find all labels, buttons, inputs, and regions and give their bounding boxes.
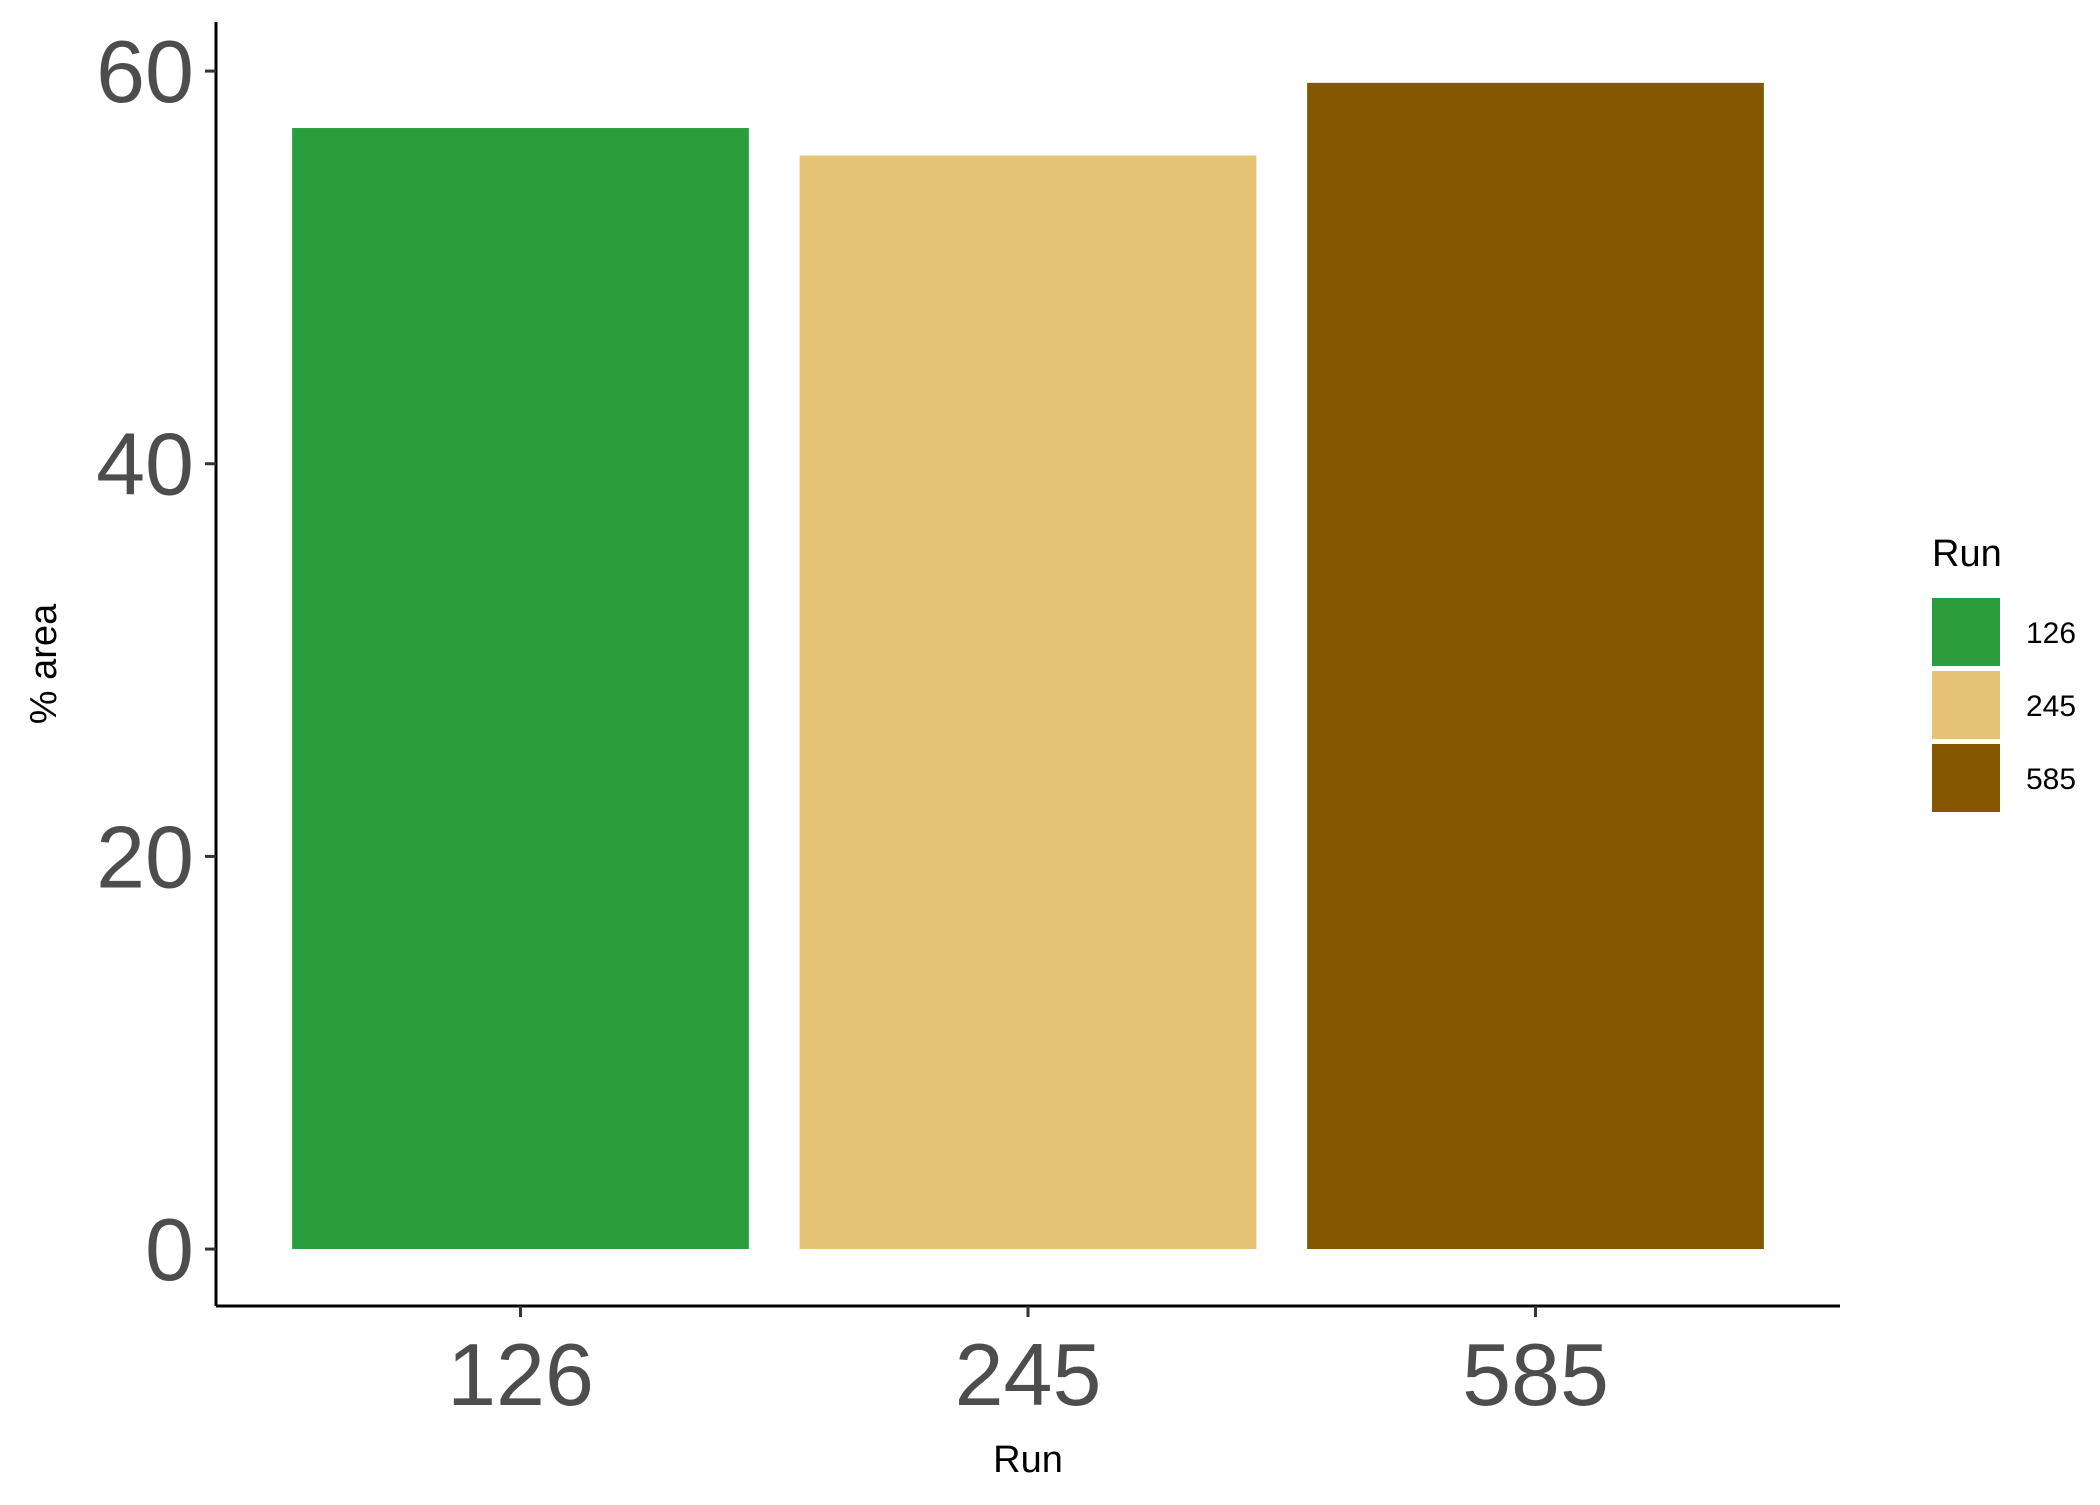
bar-585	[1307, 82, 1764, 1250]
legend-swatch-126	[1932, 598, 2000, 666]
y-tick-label-40: 40	[96, 415, 194, 514]
x-ticks: 126 245 585	[447, 1306, 1609, 1424]
legend: Run 126 245 585	[1932, 533, 2076, 812]
y-tick-label-60: 60	[96, 22, 194, 121]
legend-title: Run	[1932, 533, 2002, 575]
bars-layer	[292, 82, 1764, 1250]
x-axis-title: Run	[993, 1439, 1063, 1481]
y-axis-title: % area	[23, 603, 65, 724]
legend-label-585: 585	[2026, 763, 2076, 796]
legend-label-126: 126	[2026, 617, 2076, 650]
y-tick-label-20: 20	[96, 807, 194, 906]
bar-126	[292, 128, 749, 1250]
x-tick-label-585: 585	[1462, 1325, 1609, 1424]
bar-245	[799, 155, 1257, 1250]
x-tick-label-126: 126	[447, 1325, 594, 1424]
legend-label-245: 245	[2026, 690, 2076, 723]
legend-swatch-245	[1932, 671, 2000, 739]
legend-swatch-585	[1932, 744, 2000, 812]
y-ticks: 0 20 40 60	[96, 22, 216, 1299]
y-tick-label-0: 0	[145, 1200, 194, 1299]
x-tick-label-245: 245	[955, 1325, 1102, 1424]
legend-items: 126 245 585	[1932, 598, 2076, 812]
